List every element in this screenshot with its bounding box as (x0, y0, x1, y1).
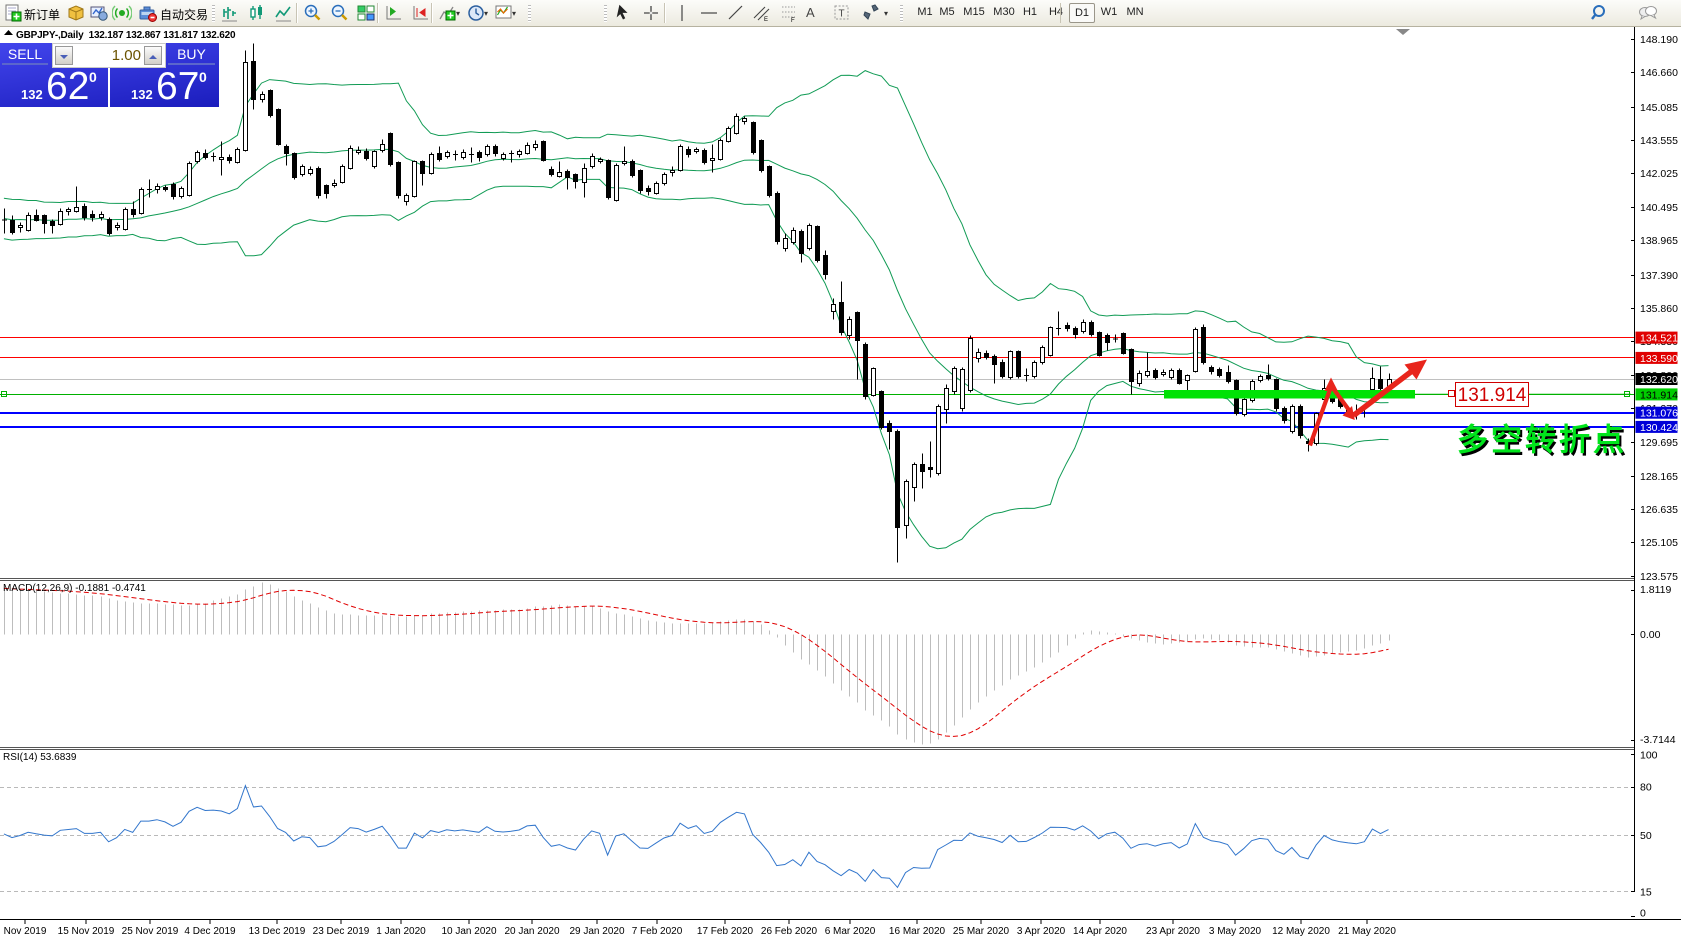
svg-text:10 Jan 2020: 10 Jan 2020 (441, 926, 496, 937)
svg-text:T: T (839, 9, 845, 20)
svg-text:29 Jan 2020: 29 Jan 2020 (569, 926, 624, 937)
svg-text:3 Apr 2020: 3 Apr 2020 (1017, 926, 1066, 937)
svg-text:14 Apr 2020: 14 Apr 2020 (1073, 926, 1127, 937)
svg-text:15: 15 (1640, 886, 1652, 898)
svg-text:F: F (791, 18, 795, 24)
svg-text:12 May 2020: 12 May 2020 (1272, 926, 1330, 937)
svg-text:145.085: 145.085 (1640, 102, 1678, 114)
svg-text:GBPJPY-,Daily 132.187 132.867: GBPJPY-,Daily 132.187 132.867 131.817 13… (16, 30, 236, 41)
svg-text:0: 0 (1640, 908, 1646, 920)
svg-text:130.424: 130.424 (1640, 422, 1678, 434)
svg-text:131.076: 131.076 (1640, 408, 1678, 420)
svg-text:146.660: 146.660 (1640, 67, 1678, 79)
svg-text:23 Apr 2020: 23 Apr 2020 (1146, 926, 1200, 937)
svg-text:15 Nov 2019: 15 Nov 2019 (58, 926, 115, 937)
svg-text:50: 50 (1640, 830, 1652, 842)
svg-text:142.025: 142.025 (1640, 168, 1678, 180)
svg-text:129.695: 129.695 (1640, 437, 1678, 449)
svg-text:多空转折点: 多空转折点 (1457, 423, 1627, 458)
svg-text:134.521: 134.521 (1640, 333, 1678, 345)
svg-text:135.860: 135.860 (1640, 303, 1678, 315)
svg-text:4 Dec 2019: 4 Dec 2019 (184, 926, 236, 937)
svg-text:23 Dec 2019: 23 Dec 2019 (313, 926, 370, 937)
svg-text:128.165: 128.165 (1640, 471, 1678, 483)
svg-text:126.635: 126.635 (1640, 504, 1678, 516)
svg-text:123.575: 123.575 (1640, 571, 1678, 583)
svg-text:7 Feb 2020: 7 Feb 2020 (632, 926, 683, 937)
svg-text:137.390: 137.390 (1640, 270, 1678, 282)
svg-text:25 Mar 2020: 25 Mar 2020 (953, 926, 1010, 937)
svg-text:MACD(12,26,9) -0.1881 -0.4741: MACD(12,26,9) -0.1881 -0.4741 (3, 583, 146, 594)
svg-text:26 Feb 2020: 26 Feb 2020 (761, 926, 818, 937)
svg-text:E: E (764, 17, 768, 23)
svg-text:140.495: 140.495 (1640, 202, 1678, 214)
svg-text:RSI(14) 53.6839: RSI(14) 53.6839 (3, 752, 77, 763)
svg-text:133.590: 133.590 (1640, 353, 1678, 365)
svg-text:148.190: 148.190 (1640, 34, 1678, 46)
svg-text:80: 80 (1640, 782, 1652, 794)
svg-text:Nov 2019: Nov 2019 (4, 926, 47, 937)
svg-text:多空转折点: 多空转折点 (1459, 425, 1629, 460)
svg-text:1 Jan 2020: 1 Jan 2020 (376, 926, 426, 937)
svg-text:100: 100 (1640, 750, 1658, 762)
svg-text:17 Feb 2020: 17 Feb 2020 (697, 926, 754, 937)
svg-text:-3.7144: -3.7144 (1640, 734, 1676, 746)
svg-text:20 Jan 2020: 20 Jan 2020 (504, 926, 559, 937)
svg-text:131.914: 131.914 (1458, 385, 1527, 406)
svg-text:132.620: 132.620 (1640, 374, 1678, 386)
svg-text:21 May 2020: 21 May 2020 (1338, 926, 1396, 937)
svg-text:131.914: 131.914 (1640, 389, 1678, 401)
svg-text:0.00: 0.00 (1640, 629, 1661, 641)
svg-text:138.965: 138.965 (1640, 235, 1678, 247)
svg-text:3 May 2020: 3 May 2020 (1209, 926, 1262, 937)
svg-text:13 Dec 2019: 13 Dec 2019 (249, 926, 306, 937)
svg-text:6 Mar 2020: 6 Mar 2020 (825, 926, 876, 937)
svg-text:25 Nov 2019: 25 Nov 2019 (122, 926, 179, 937)
svg-text:125.105: 125.105 (1640, 537, 1678, 549)
svg-text:143.555: 143.555 (1640, 135, 1678, 147)
svg-text:16 Mar 2020: 16 Mar 2020 (889, 926, 946, 937)
svg-text:1.8119: 1.8119 (1640, 584, 1671, 596)
